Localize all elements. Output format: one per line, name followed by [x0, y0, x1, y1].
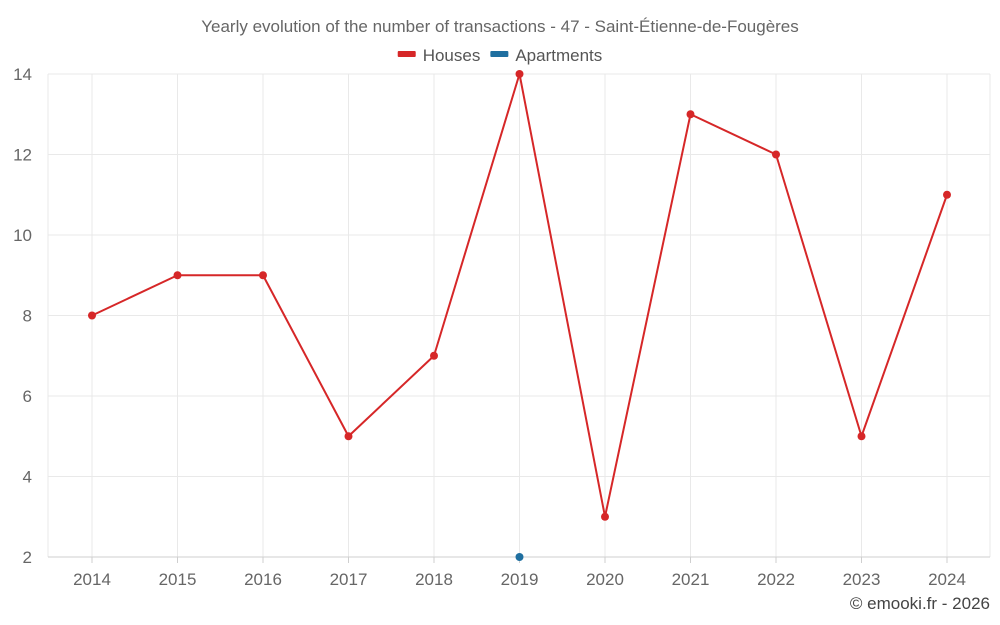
y-tick-label: 10 [13, 226, 32, 245]
legend-label: Apartments [515, 46, 602, 65]
y-tick-label: 8 [23, 307, 32, 326]
x-tick-label: 2016 [244, 570, 282, 589]
y-tick-label: 14 [13, 65, 32, 84]
x-tick-label: 2022 [757, 570, 795, 589]
x-tick-label: 2017 [330, 570, 368, 589]
credit-text: © emooki.fr - 2026 [850, 594, 990, 613]
data-point-houses[interactable] [344, 432, 353, 441]
legend-item-houses[interactable]: Houses [397, 46, 481, 65]
data-point-houses[interactable] [601, 512, 609, 521]
x-tick-label: 2024 [928, 570, 966, 589]
data-point-apartments[interactable] [515, 553, 524, 561]
x-tick-label: 2018 [415, 570, 453, 589]
x-tick-label: 2023 [843, 570, 881, 589]
y-tick-label: 2 [23, 548, 32, 567]
data-point-houses[interactable] [515, 70, 524, 78]
data-point-houses[interactable] [173, 271, 182, 280]
data-point-houses[interactable] [259, 271, 267, 280]
legend: Houses Apartments [397, 46, 602, 65]
x-tick-label: 2019 [501, 570, 539, 589]
data-point-houses[interactable] [686, 110, 695, 119]
chart-title: Yearly evolution of the number of transa… [201, 17, 799, 36]
legend-label: Houses [423, 46, 481, 65]
data-point-houses[interactable] [88, 311, 96, 320]
x-tick-label: 2014 [73, 570, 111, 589]
y-tick-label: 12 [13, 146, 32, 165]
x-axis-ticks: 2014 2015 2016 2017 2018 2019 2020 2021 2022 2023… [73, 570, 966, 589]
data-point-houses[interactable] [430, 351, 438, 360]
data-point-houses[interactable] [772, 150, 780, 159]
y-tick-label: 6 [23, 387, 32, 406]
x-tick-label: 2015 [159, 570, 197, 589]
series-layer [88, 70, 951, 561]
y-axis-ticks: 2 4 6 8 10 12 14 [13, 65, 32, 567]
legend-swatch [490, 51, 509, 57]
y-tick-label: 4 [23, 468, 32, 487]
grid [48, 73, 990, 557]
x-tick-label: 2021 [672, 570, 710, 589]
data-point-houses[interactable] [943, 190, 951, 199]
data-point-houses[interactable] [857, 432, 866, 441]
x-tick-label: 2020 [586, 570, 624, 589]
legend-item-apartments[interactable]: Apartments [490, 46, 602, 65]
legend-swatch [397, 51, 416, 57]
